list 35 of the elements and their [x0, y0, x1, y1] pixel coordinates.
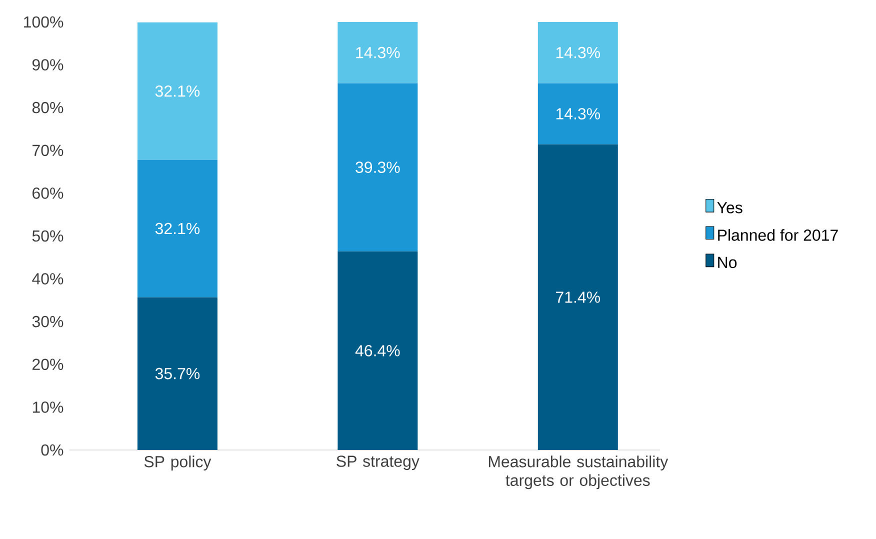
data-label: 71.4% — [556, 292, 600, 303]
bar — [538, 22, 618, 84]
data-label: 46.4% — [355, 345, 400, 356]
y-tick-label: 10% — [32, 402, 64, 413]
y-tick-label: 100% — [24, 16, 64, 28]
data-label: 14.3% — [556, 46, 600, 58]
legend-label: Yes — [717, 202, 742, 214]
y-tick-label: 80% — [32, 102, 64, 114]
y-tick-label: 70% — [32, 144, 64, 156]
data-label: 32.1% — [155, 222, 200, 234]
data-label: 14.3% — [556, 108, 600, 120]
bar — [338, 83, 418, 252]
bar — [538, 83, 618, 144]
y-tick-label: 90% — [32, 59, 64, 70]
legend-label: No — [718, 256, 737, 268]
bar — [338, 251, 418, 450]
legend-label: Planned for 2017 — [718, 229, 838, 241]
y-tick-label: 20% — [32, 358, 64, 370]
bar — [338, 22, 418, 84]
data-label: 14.3% — [356, 46, 400, 58]
data-label: 39.3% — [356, 162, 400, 173]
data-label: 32.1% — [155, 85, 200, 97]
bar — [137, 22, 218, 160]
y-tick-label: 60% — [32, 188, 64, 199]
x-tick-label: Measurable sustainability targets or objectives — [488, 456, 668, 490]
x-tick-label: SP strategy — [336, 456, 420, 470]
bar — [137, 160, 218, 298]
y-tick-label: 0% — [41, 444, 64, 456]
data-label: 35.7% — [155, 368, 200, 380]
x-tick-label: SP policy — [144, 456, 212, 471]
bar — [538, 144, 618, 450]
y-tick-label: 50% — [32, 230, 64, 242]
bar — [137, 297, 218, 450]
y-tick-label: 40% — [32, 273, 64, 284]
y-tick-label: 30% — [32, 316, 64, 328]
